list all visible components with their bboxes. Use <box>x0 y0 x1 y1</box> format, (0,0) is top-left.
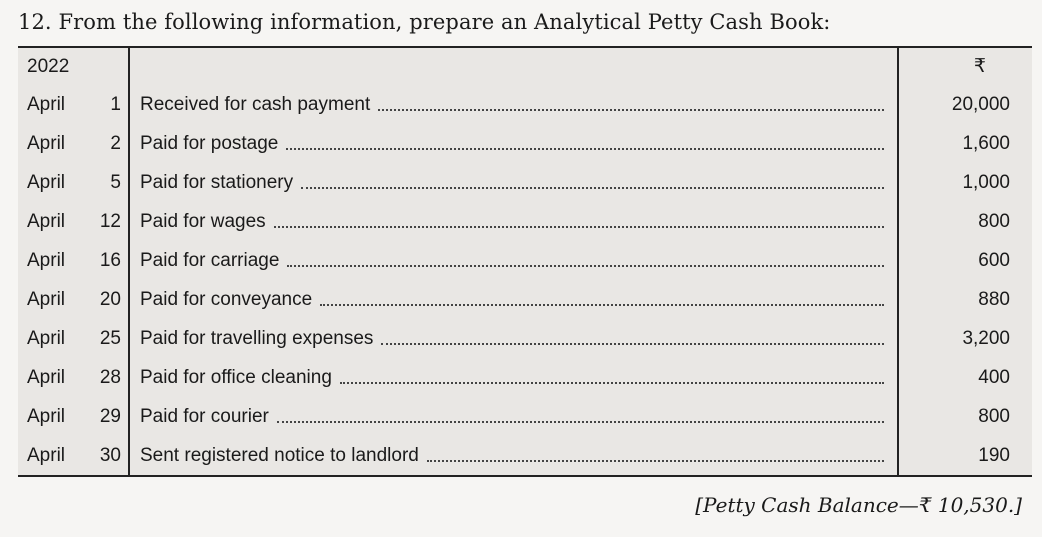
month: April <box>27 444 66 466</box>
month: April <box>27 210 66 232</box>
column-divider <box>128 48 130 475</box>
description: Paid for carriage <box>140 249 280 271</box>
leader-dots <box>287 264 884 267</box>
description-cell: Paid for conveyance <box>140 289 884 311</box>
month: April <box>27 288 66 310</box>
question-heading: 12. From the following information, prep… <box>18 10 831 34</box>
day: 28 <box>99 366 121 388</box>
amount: 800 <box>978 210 1010 232</box>
description: Paid for courier <box>140 405 269 427</box>
day: 16 <box>99 249 121 271</box>
month: April <box>27 249 66 271</box>
description: Paid for postage <box>140 132 279 154</box>
table-row: April 29 Paid for courier 800 <box>18 397 1032 436</box>
month: April <box>27 366 66 388</box>
amount: 1,000 <box>962 171 1010 193</box>
month: April <box>27 93 66 115</box>
currency-header: ₹ <box>973 56 986 77</box>
leader-dots <box>426 459 884 462</box>
leader-dots <box>339 381 884 384</box>
month: April <box>27 405 66 427</box>
table-row: April 28 Paid for office cleaning 400 <box>18 358 1032 397</box>
leader-dots <box>378 108 884 111</box>
description: Paid for office cleaning <box>140 366 332 388</box>
month: April <box>27 171 66 193</box>
description-cell: Paid for travelling expenses <box>140 328 884 350</box>
day: 30 <box>99 444 121 466</box>
day: 20 <box>99 288 121 310</box>
header-row: 2022 ₹ <box>18 48 1032 85</box>
description-cell: Paid for postage <box>140 133 884 155</box>
description: Received for cash payment <box>140 93 371 115</box>
description: Paid for conveyance <box>140 288 313 310</box>
amount: 800 <box>978 405 1010 427</box>
amount: 3,200 <box>962 327 1010 349</box>
table-row: April 25 Paid for travelling expenses 3,… <box>18 319 1032 358</box>
description-cell: Received for cash payment <box>140 94 884 116</box>
day: 5 <box>110 171 121 193</box>
day: 25 <box>99 327 121 349</box>
leader-dots <box>301 186 884 189</box>
month: April <box>27 132 66 154</box>
leader-dots <box>286 147 884 150</box>
table-row: April 2 Paid for postage 1,600 <box>18 124 1032 163</box>
leader-dots <box>320 303 884 306</box>
day: 12 <box>99 210 121 232</box>
description-cell: Paid for stationery <box>140 172 884 194</box>
day: 29 <box>99 405 121 427</box>
month: April <box>27 327 66 349</box>
table-row: April 20 Paid for conveyance 880 <box>18 280 1032 319</box>
day: 2 <box>110 132 121 154</box>
description-cell: Paid for office cleaning <box>140 367 884 389</box>
table-row: April 30 Sent registered notice to landl… <box>18 436 1032 475</box>
amount: 190 <box>978 444 1010 466</box>
description: Paid for travelling expenses <box>140 327 374 349</box>
day: 1 <box>110 93 121 115</box>
table-row: April 16 Paid for carriage 600 <box>18 241 1032 280</box>
leader-dots <box>273 225 884 228</box>
amount: 880 <box>978 288 1010 310</box>
answer-note: [Petty Cash Balance—₹ 10,530.] <box>695 493 1022 517</box>
table-row: April 12 Paid for wages 800 <box>18 202 1032 241</box>
description-cell: Paid for courier <box>140 406 884 428</box>
description-cell: Paid for carriage <box>140 250 884 272</box>
transactions-table: 2022 ₹ April 1 Received for cash payment… <box>18 46 1032 477</box>
description-cell: Paid for wages <box>140 211 884 233</box>
description: Sent registered notice to landlord <box>140 444 419 466</box>
table-row: April 1 Received for cash payment 20,000 <box>18 85 1032 124</box>
amount: 1,600 <box>962 132 1010 154</box>
amount: 600 <box>978 249 1010 271</box>
column-divider <box>897 48 899 475</box>
description: Paid for stationery <box>140 171 294 193</box>
description-cell: Sent registered notice to landlord <box>140 445 884 467</box>
leader-dots <box>276 420 884 423</box>
amount: 400 <box>978 366 1010 388</box>
amount: 20,000 <box>951 93 1010 115</box>
table-row: April 5 Paid for stationery 1,000 <box>18 163 1032 202</box>
description: Paid for wages <box>140 210 266 232</box>
year: 2022 <box>27 55 70 77</box>
leader-dots <box>381 342 884 345</box>
